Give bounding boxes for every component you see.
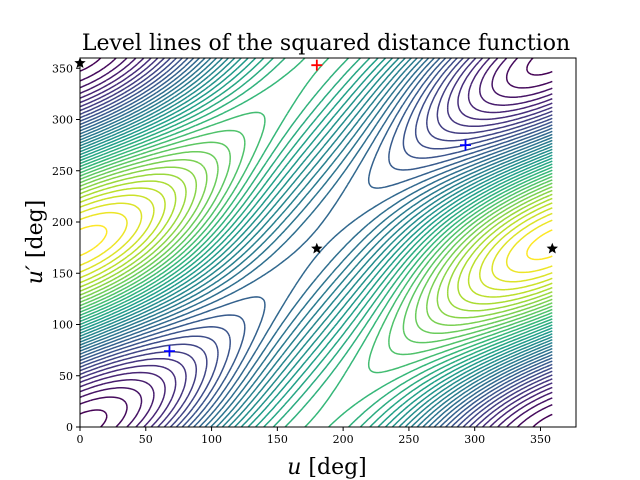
- contour-lines: [80, 58, 553, 427]
- y-tick-label: 250: [52, 165, 73, 178]
- contour-level-line: [80, 166, 553, 319]
- contour-level-line: [80, 58, 553, 427]
- x-tick-label: 300: [464, 433, 485, 446]
- x-tick-label: 0: [77, 433, 84, 446]
- contour-level-line: [80, 111, 553, 374]
- contour-level-line: [80, 58, 553, 427]
- plot-frame: [79, 57, 577, 428]
- contour-level-line: [80, 194, 553, 291]
- y-axis-label: u′ [deg]: [23, 200, 48, 285]
- contour-level-line: [80, 211, 553, 274]
- x-tick-label: 100: [201, 433, 222, 446]
- y-tick-label: 300: [52, 114, 73, 127]
- contour-level-line: [80, 129, 553, 356]
- y-tick-label: 150: [52, 267, 73, 280]
- y-tick-label: 350: [52, 62, 73, 75]
- y-tick-label: 0: [66, 421, 73, 434]
- x-tick-label: 200: [333, 433, 354, 446]
- chart-title: Level lines of the squared distance func…: [82, 31, 570, 56]
- y-tick-label: 200: [52, 216, 73, 229]
- contour-level-line: [80, 58, 553, 427]
- contour-level-line: [80, 58, 553, 427]
- contour-level-line: [80, 58, 553, 427]
- contour-level-line: [80, 159, 553, 326]
- contour-level-line: [80, 202, 553, 283]
- x-axis-variable: u: [287, 455, 301, 480]
- minimum-marker: [459, 139, 471, 151]
- x-tick-label: 250: [398, 433, 419, 446]
- contour-level-line: [80, 187, 553, 298]
- maximum-marker: [311, 59, 323, 71]
- y-tick-label: 100: [52, 319, 73, 332]
- contour-level-line: [80, 141, 553, 344]
- x-axis-label: u [deg]: [287, 455, 367, 480]
- x-tick-label: 350: [530, 433, 551, 446]
- contour-level-line: [80, 180, 553, 305]
- x-axis-ticks: 0 50 100 150 200 250 300 350: [77, 427, 551, 446]
- y-axis-ticks: 0 50 100 150 200 250 300 350: [52, 62, 80, 434]
- contour-level-line: [80, 58, 553, 427]
- saddle-star-marker: [311, 242, 323, 254]
- minimum-marker: [163, 345, 175, 357]
- contour-level-line: [80, 58, 553, 427]
- saddle-star-marker: [74, 57, 86, 68]
- contour-level-line: [80, 150, 553, 335]
- contour-level-line: [80, 58, 553, 427]
- contour-level-line: [80, 58, 553, 427]
- y-axis-unit: [deg]: [23, 200, 48, 258]
- contour-level-line: [80, 224, 553, 261]
- contour-level-line: [80, 58, 553, 427]
- x-tick-label: 150: [267, 433, 288, 446]
- x-axis-unit: [deg]: [308, 455, 366, 480]
- contour-level-line: [80, 58, 553, 427]
- contour-level-line: [80, 58, 553, 427]
- saddle-star-marker: [546, 242, 558, 254]
- y-tick-label: 50: [59, 370, 73, 383]
- x-tick-label: 50: [139, 433, 153, 446]
- contour-level-line: [80, 58, 553, 427]
- contour-level-line: [80, 173, 553, 312]
- contour-level-line: [80, 58, 553, 427]
- contour-level-line: [80, 58, 553, 427]
- critical-point-markers: [74, 57, 558, 357]
- y-axis-variable: u′: [23, 265, 48, 284]
